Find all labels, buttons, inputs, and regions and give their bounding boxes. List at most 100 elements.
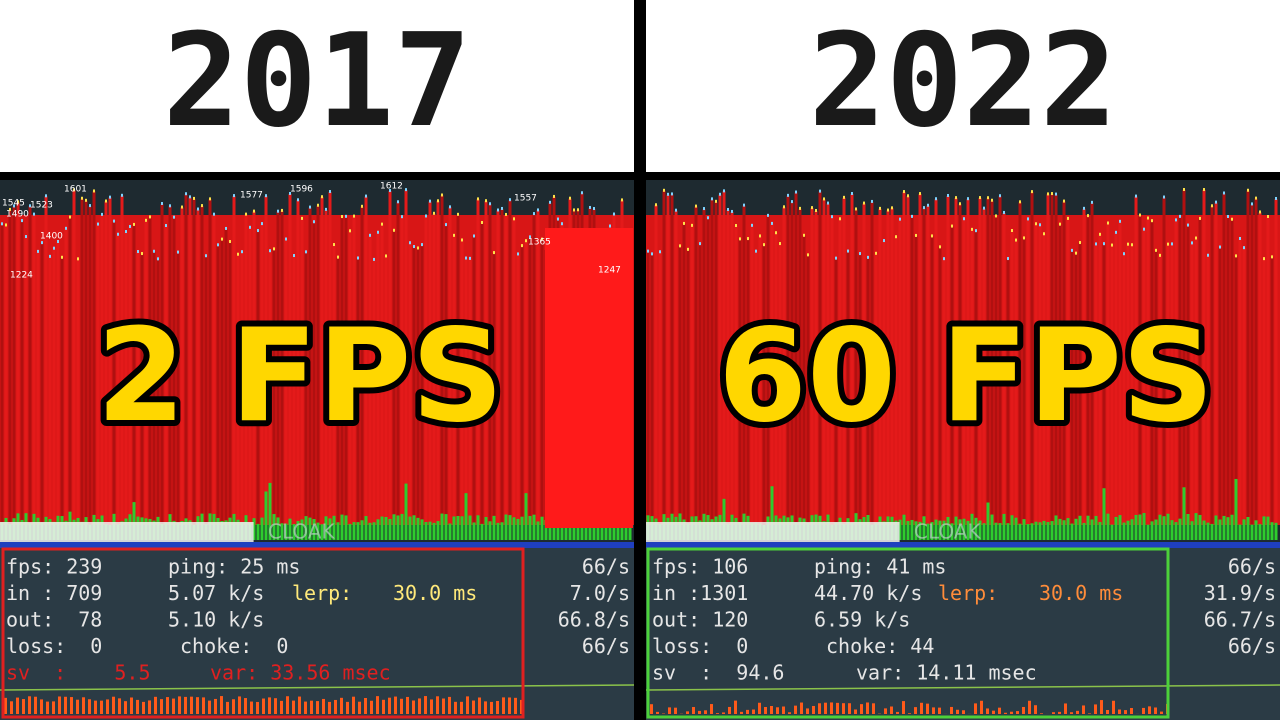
netgraph-bar [1016, 711, 1019, 714]
netgraph-bar [1058, 711, 1061, 714]
netgraph-bar [382, 699, 385, 714]
graph-tip [1227, 214, 1229, 218]
netgraph-bar [106, 699, 109, 714]
graph-tip [353, 214, 355, 218]
graph-tip [101, 212, 103, 216]
netgraph-bar [334, 699, 337, 714]
netgraph-bar [250, 701, 253, 714]
graph-tip [899, 217, 901, 221]
graph-tip [935, 197, 937, 201]
graph-tip [759, 234, 761, 238]
graph-tip [1155, 248, 1157, 252]
graph-tip [61, 255, 63, 259]
netgraph-bar [854, 709, 857, 714]
graph-tip [991, 198, 993, 202]
netgraph-bar [16, 697, 19, 714]
netgraph-bg [0, 548, 634, 720]
netgraph-bar [890, 706, 893, 714]
graph-tip [541, 237, 543, 241]
graph-tip [257, 229, 259, 233]
graph-tip [329, 190, 331, 194]
graph-tip [409, 241, 411, 245]
netgraph-bar [908, 713, 911, 714]
fps-label: 2 FPS [96, 302, 503, 451]
netgraph-text: 66/s [582, 634, 630, 658]
graph-tip [89, 204, 91, 208]
graph-tip [1119, 219, 1121, 223]
netgraph-bar [962, 710, 965, 714]
graph-tip [1067, 216, 1069, 220]
graph-tip [747, 237, 749, 241]
graph-tip [1215, 200, 1217, 204]
netgraph-bar [872, 703, 875, 714]
graph-tip [987, 196, 989, 200]
netgraph-bar [274, 698, 277, 714]
graph-label: 1523 [30, 201, 53, 211]
netgraph-bar [770, 706, 773, 714]
graph-tip [197, 207, 199, 211]
graph-tip [927, 203, 929, 207]
graph-tip [161, 202, 163, 206]
netgraph-text: 5.10 k/s [168, 608, 264, 632]
netgraph-bar [184, 696, 187, 714]
graph-tip [397, 200, 399, 204]
netgraph-bar [842, 703, 845, 714]
netgraph-bar [1118, 709, 1121, 714]
graph-tip [1051, 192, 1053, 196]
graph-tip [795, 190, 797, 194]
netgraph-bar [208, 700, 211, 714]
graph-tip [325, 207, 327, 211]
netgraph-bar [986, 708, 989, 714]
graph-tip [967, 197, 969, 201]
netgraph-bar [830, 702, 833, 714]
netgraph-bar [716, 713, 719, 714]
netgraph-bar [112, 696, 115, 714]
graph-tip [939, 245, 941, 249]
graph-tip [105, 199, 107, 203]
netgraph-bar [1088, 713, 1091, 714]
graph-tip [381, 222, 383, 226]
graph-tip [613, 212, 615, 216]
graph-tip [429, 199, 431, 203]
graph-tip [867, 255, 869, 259]
graph-tip [357, 256, 359, 260]
netgraph-text: fps: 106 [652, 555, 748, 579]
graph-tip [405, 188, 407, 192]
netgraph-bar [866, 702, 869, 714]
netgraph-bar [728, 706, 731, 714]
netgraph-bar [1070, 712, 1073, 714]
graph-tip [751, 223, 753, 227]
graph-tip [5, 223, 7, 227]
graph-tip [1263, 257, 1265, 261]
netgraph-bar [124, 701, 127, 714]
graph-tip [999, 194, 1001, 198]
graph-tip [1267, 214, 1269, 218]
graph-tip [1191, 241, 1193, 245]
netgraph-text: 44.70 k/s [814, 581, 922, 605]
netgraph-text: sv : 5.5 [6, 661, 151, 685]
graph-tip [1123, 252, 1125, 256]
graph-tip [1015, 238, 1017, 242]
graph-tip [1211, 204, 1213, 208]
graph-tip [1179, 214, 1181, 218]
graph-tip [919, 192, 921, 196]
netgraph-bar [704, 710, 707, 714]
netgraph-bar [262, 698, 265, 714]
graph-tip [201, 204, 203, 208]
graph-tip [879, 206, 881, 210]
graph-tip [727, 207, 729, 211]
netgraph-bar [166, 697, 169, 714]
graph-tip [1231, 217, 1233, 221]
graph-tip [787, 193, 789, 197]
graph-tip [553, 194, 555, 198]
netgraph-bar [154, 696, 157, 714]
netgraph-bar [710, 704, 713, 714]
graph-tip [9, 207, 11, 211]
graph-tip [557, 217, 559, 221]
netgraph-bar [52, 701, 55, 714]
graph-tip [273, 247, 275, 251]
netgraph-bar [812, 705, 815, 714]
graph-tip [577, 208, 579, 212]
netgraph-bar [746, 709, 749, 714]
